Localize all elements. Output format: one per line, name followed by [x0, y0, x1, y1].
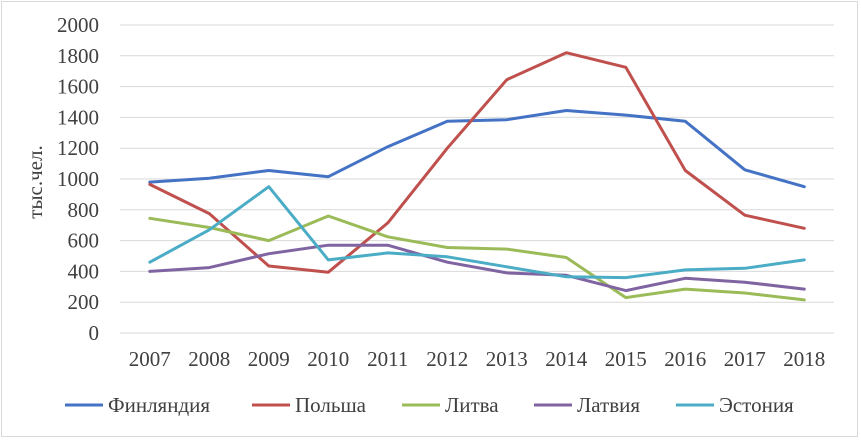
legend-label: Литва	[445, 393, 499, 417]
x-tick-label: 2014	[545, 347, 588, 371]
y-tick-label: 1200	[57, 136, 99, 160]
legend-label: Финляндия	[108, 393, 210, 417]
y-tick-label: 600	[68, 229, 100, 253]
y-tick-label: 1800	[57, 44, 99, 68]
y-tick-label: 0	[89, 321, 100, 345]
series-line-1	[148, 109, 806, 189]
x-tick-label: 2016	[664, 347, 706, 371]
series-line-3	[148, 214, 806, 302]
y-tick-label: 400	[68, 259, 100, 283]
legend: Финляндия Польша Литва Латвия Эстония	[65, 393, 794, 417]
series-line-5	[148, 185, 806, 280]
y-tick-label: 200	[68, 290, 100, 314]
x-tick-label: 2007	[129, 347, 171, 371]
y-axis-label: тыс.чел.	[23, 145, 47, 218]
series-line-2	[148, 51, 806, 274]
legend-label: Эстония	[719, 393, 794, 417]
y-axis-ticks: 0 200 400 600 800 1000 1200 1400 1600 1800 2000	[57, 13, 99, 345]
x-tick-label: 2017	[724, 347, 766, 371]
legend-label: Польша	[295, 393, 367, 417]
x-tick-label: 2012	[426, 347, 468, 371]
x-tick-label: 2010	[307, 347, 349, 371]
x-tick-label: 2009	[248, 347, 290, 371]
y-tick-label: 800	[68, 198, 100, 222]
x-tick-label: 2011	[367, 347, 408, 371]
x-tick-label: 2008	[188, 347, 230, 371]
y-tick-label: 2000	[57, 13, 99, 37]
x-tick-label: 2018	[783, 347, 825, 371]
y-tick-label: 1400	[57, 105, 99, 129]
series-lines	[148, 51, 806, 302]
y-tick-label: 1600	[57, 75, 99, 99]
legend-label: Латвия	[577, 393, 640, 417]
x-tick-label: 2013	[486, 347, 528, 371]
series-line-4	[148, 243, 806, 293]
y-tick-label: 1000	[57, 167, 99, 191]
x-axis-ticks: 2007 2008 2009 2010 2011 2012 2013 2014 2015 2016…	[129, 347, 826, 371]
x-tick-label: 2015	[605, 347, 647, 371]
